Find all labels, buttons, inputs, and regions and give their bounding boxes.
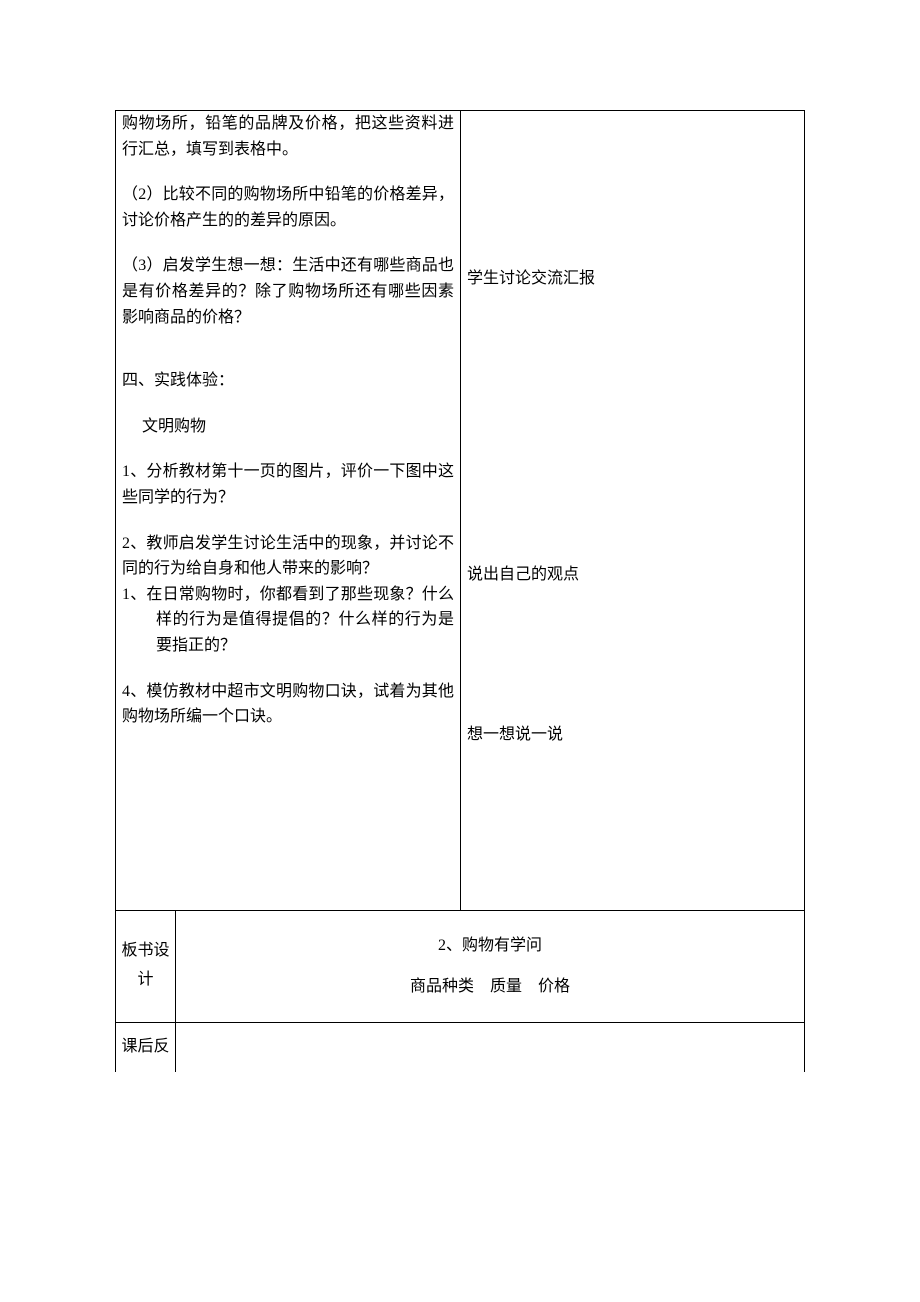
right-content: 学生讨论交流汇报 说出自己的观点 想一想说一说 xyxy=(467,111,798,748)
student-note: 学生讨论交流汇报 xyxy=(467,266,798,292)
board-line-1: 2、购物有学问 xyxy=(186,933,794,959)
document-page: 购物场所，铅笔的品牌及价格，把这些资料进行汇总，填写到表格中。 （2）比较不同的… xyxy=(0,0,920,1302)
board-design-row: 板书设计 2、购物有学问 商品种类 质量 价格 xyxy=(116,910,805,1022)
question: 1、分析教材第十一页的图片，评价一下图中这些同学的行为？ xyxy=(122,459,454,510)
reflection-content xyxy=(176,1022,805,1071)
paragraph: 购物场所，铅笔的品牌及价格，把这些资料进行汇总，填写到表格中。 xyxy=(122,111,454,162)
board-design-content: 2、购物有学问 商品种类 质量 价格 xyxy=(176,910,805,1022)
section-title: 四、实践体验： xyxy=(122,368,454,394)
main-content-row: 购物场所，铅笔的品牌及价格，把这些资料进行汇总，填写到表格中。 （2）比较不同的… xyxy=(116,111,805,911)
question: 4、模仿教材中超市文明购物口诀，试着为其他购物场所编一个口诀。 xyxy=(122,679,454,730)
paragraph: （2）比较不同的购物场所中铅笔的价格差异，讨论价格产生的的差异的原因。 xyxy=(122,182,454,233)
student-note: 说出自己的观点 xyxy=(467,562,798,588)
lesson-plan-table: 购物场所，铅笔的品牌及价格，把这些资料进行汇总，填写到表格中。 （2）比较不同的… xyxy=(115,110,805,1072)
board-design-label: 板书设计 xyxy=(116,910,176,1022)
teacher-activity-cell: 购物场所，铅笔的品牌及价格，把这些资料进行汇总，填写到表格中。 （2）比较不同的… xyxy=(116,111,461,911)
student-activity-cell: 学生讨论交流汇报 说出自己的观点 想一想说一说 xyxy=(461,111,805,911)
question-sub: 1、在日常购物时，你都看到了那些现象？什么样的行为是值得提倡的？什么样的行为是要… xyxy=(122,582,454,659)
paragraph: （3）启发学生想一想：生活中还有哪些商品也是有价格差异的？除了购物场所还有哪些因… xyxy=(122,253,454,330)
section-subtitle: 文明购物 xyxy=(122,414,454,440)
student-note: 想一想说一说 xyxy=(467,722,798,748)
reflection-label: 课后反 xyxy=(116,1022,176,1071)
reflection-row: 课后反 xyxy=(116,1022,805,1071)
question: 2、教师启发学生讨论生活中的现象，并讨论不同的行为给自身和他人带来的影响？ xyxy=(122,531,454,582)
board-line-2: 商品种类 质量 价格 xyxy=(186,974,794,1000)
